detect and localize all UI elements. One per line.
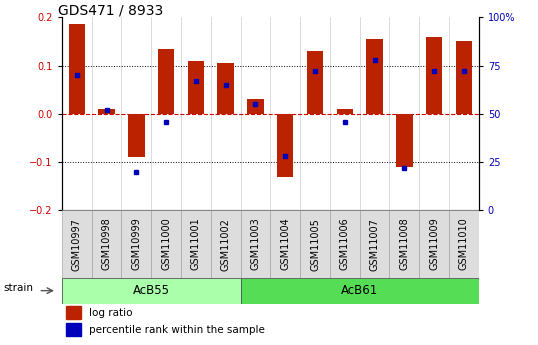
Text: GSM11003: GSM11003 <box>251 218 260 270</box>
Bar <box>188 61 204 114</box>
Bar <box>62 278 240 304</box>
Bar <box>128 114 145 157</box>
Text: GSM10997: GSM10997 <box>72 218 82 270</box>
Bar <box>456 41 472 114</box>
Text: log ratio: log ratio <box>89 308 133 317</box>
Bar <box>211 210 240 278</box>
Bar <box>337 109 353 114</box>
Bar <box>300 210 330 278</box>
Text: GSM11004: GSM11004 <box>280 218 290 270</box>
Bar <box>62 210 91 278</box>
Bar <box>91 210 122 278</box>
Bar <box>270 210 300 278</box>
Bar <box>307 51 323 114</box>
Text: GSM11010: GSM11010 <box>459 218 469 270</box>
Text: GSM11007: GSM11007 <box>370 218 380 270</box>
Bar <box>419 210 449 278</box>
Bar <box>158 49 174 114</box>
Bar <box>426 37 442 114</box>
Bar <box>390 210 419 278</box>
Bar <box>66 323 81 336</box>
Bar <box>217 63 234 114</box>
Text: GSM11009: GSM11009 <box>429 218 439 270</box>
Bar <box>396 114 413 167</box>
Bar <box>240 210 270 278</box>
Bar <box>68 24 85 114</box>
Bar <box>277 114 293 177</box>
Bar <box>181 210 211 278</box>
Text: percentile rank within the sample: percentile rank within the sample <box>89 325 265 335</box>
Text: GSM11006: GSM11006 <box>340 218 350 270</box>
Bar <box>240 278 479 304</box>
Bar <box>122 210 151 278</box>
Bar <box>151 210 181 278</box>
Text: GSM10999: GSM10999 <box>131 218 141 270</box>
Text: GSM11005: GSM11005 <box>310 218 320 270</box>
Text: GSM10998: GSM10998 <box>102 218 111 270</box>
Text: GSM11002: GSM11002 <box>221 218 231 270</box>
Bar <box>98 109 115 114</box>
Text: GDS471 / 8933: GDS471 / 8933 <box>58 3 163 17</box>
Bar <box>449 210 479 278</box>
Text: strain: strain <box>3 283 33 293</box>
Text: GSM11008: GSM11008 <box>399 218 409 270</box>
Text: AcB61: AcB61 <box>341 284 378 297</box>
Bar <box>360 210 390 278</box>
Text: AcB55: AcB55 <box>133 284 169 297</box>
Bar <box>330 210 360 278</box>
Bar <box>366 39 383 114</box>
Bar <box>66 306 81 319</box>
Bar <box>247 99 264 114</box>
Text: GSM11001: GSM11001 <box>191 218 201 270</box>
Text: GSM11000: GSM11000 <box>161 218 171 270</box>
